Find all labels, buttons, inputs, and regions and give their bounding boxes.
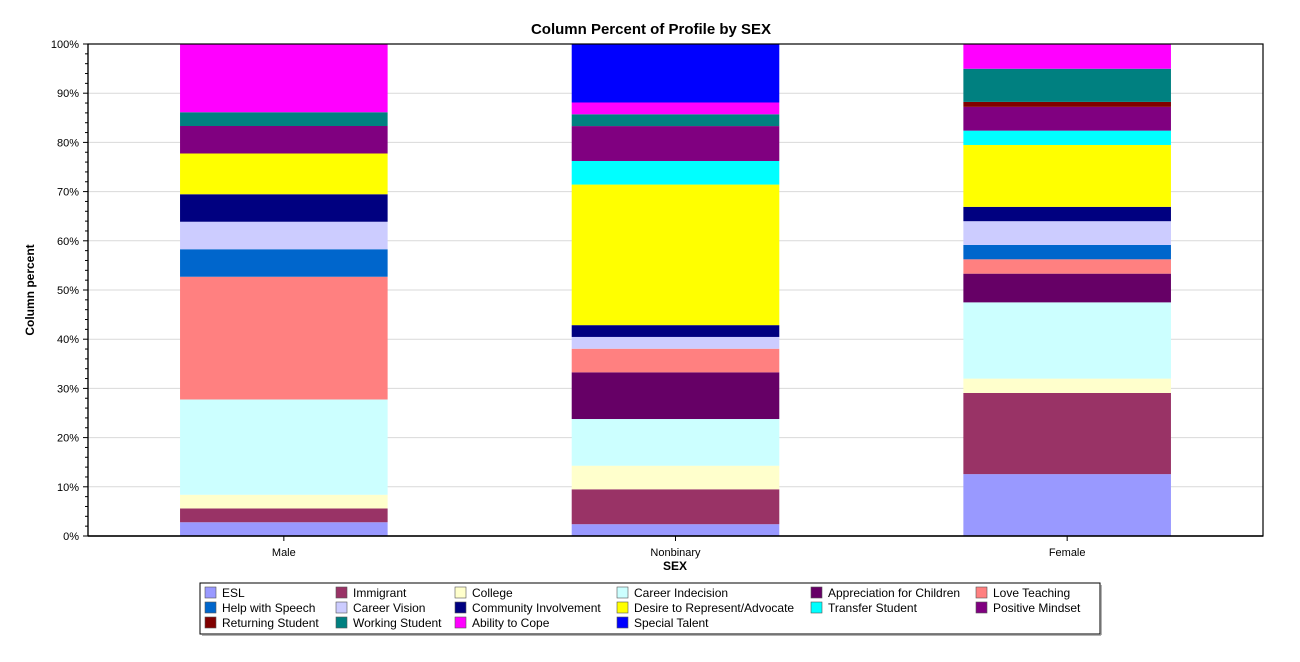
bar-segment [571, 348, 780, 373]
legend: ESL Immigrant College Career Indecision Appr… [199, 582, 1102, 636]
bar-segment [180, 221, 388, 250]
bar-segment [180, 494, 388, 509]
legend-label: Returning Student [222, 616, 319, 630]
legend-swatch [810, 601, 823, 614]
bar-segment [180, 522, 388, 536]
bar-segment [963, 244, 1171, 260]
bar-segment [180, 508, 388, 523]
bar-segment [180, 276, 388, 400]
bar-segment [963, 474, 1171, 536]
bar-segment [571, 325, 780, 337]
legend-swatch [454, 616, 467, 629]
bar-segment [571, 126, 780, 161]
bar-segment [180, 44, 388, 113]
legend-swatch [616, 586, 629, 599]
bar-segment [180, 194, 388, 222]
legend-label: Community Involvement [472, 601, 601, 615]
legend-label: Appreciation for Children [828, 586, 960, 600]
y-tick-label: 40% [57, 334, 79, 346]
bar-segment [571, 372, 780, 420]
bar-segment [180, 399, 388, 495]
y-tick-label: 80% [57, 137, 79, 149]
bar-segment [571, 336, 780, 349]
legend-swatch [975, 586, 988, 599]
legend-swatch [454, 601, 467, 614]
x-tick-label: Nonbinary [650, 547, 701, 559]
bar-segment [963, 144, 1171, 207]
y-tick-label: 70% [57, 187, 79, 199]
legend-label: Career Indecision [634, 586, 728, 600]
legend-swatch [204, 616, 217, 629]
legend-label: Transfer Student [828, 601, 918, 615]
y-tick-label: 0% [63, 531, 79, 543]
legend-label: Positive Mindset [993, 601, 1081, 615]
y-tick-label: 100% [51, 39, 79, 51]
bar-segment [963, 68, 1171, 102]
legend-swatch [975, 601, 988, 614]
legend-swatch [335, 616, 348, 629]
y-tick-label: 10% [57, 482, 79, 494]
bar-segment [571, 102, 780, 115]
bar-segment [571, 184, 780, 326]
y-tick-label: 50% [57, 285, 79, 297]
y-tick-label: 30% [57, 383, 79, 395]
bar-segment [963, 130, 1171, 145]
y-axis-title: Column percent [23, 244, 37, 335]
chart-title: Column Percent of Profile by SEX [531, 21, 771, 38]
legend-label: College [472, 586, 513, 600]
bar-segment [963, 206, 1171, 222]
y-tick-label: 90% [57, 88, 79, 100]
legend-swatch [335, 586, 348, 599]
legend-label: Help with Speech [222, 601, 315, 615]
y-tick-label: 20% [57, 433, 79, 445]
x-axis: Male Nonbinary Female [88, 535, 1263, 559]
x-tick-label: Male [272, 547, 296, 559]
bars [180, 44, 1171, 536]
bar-segment [180, 249, 388, 277]
bar-segment [571, 489, 780, 525]
legend-swatch [335, 601, 348, 614]
bar-segment [180, 153, 388, 195]
legend-label: Career Vision [353, 601, 425, 615]
bar-segment [963, 101, 1171, 107]
x-axis-title: SEX [663, 559, 687, 573]
legend-swatch [616, 616, 629, 629]
bar-segment [963, 302, 1171, 379]
legend-swatch [810, 586, 823, 599]
x-tick-label: Female [1049, 547, 1086, 559]
y-axis: 0% 10% 20% 30% 40% 50% 60% 70% 80% 90% 100% [51, 39, 89, 543]
bar-segment [571, 524, 780, 536]
legend-swatch [454, 586, 467, 599]
legend-label: Desire to Represent/Advocate [634, 601, 794, 615]
bar-segment [963, 44, 1171, 69]
bar-segment [963, 378, 1171, 393]
bar-segment [180, 126, 388, 154]
bar-segment [963, 392, 1171, 475]
bar-segment [180, 112, 388, 126]
bar-segment [963, 106, 1171, 131]
bar-segment [571, 419, 780, 466]
legend-swatch [616, 601, 629, 614]
legend-label: Special Talent [634, 616, 709, 630]
legend-frame [199, 582, 1101, 635]
legend-label: ESL [222, 586, 245, 600]
bar-segment [963, 273, 1171, 303]
bar-segment [963, 221, 1171, 245]
legend-swatch [204, 586, 217, 599]
bar-segment [571, 160, 780, 185]
bar-segment [571, 114, 780, 127]
y-tick-label: 60% [57, 236, 79, 248]
legend-label: Working Student [353, 616, 442, 630]
bar-segment [963, 259, 1171, 274]
bar-segment [571, 465, 780, 490]
bar-segment [571, 44, 780, 103]
legend-label: Love Teaching [993, 586, 1070, 600]
legend-label: Ability to Cope [472, 616, 550, 630]
legend-swatch [204, 601, 217, 614]
legend-label: Immigrant [353, 586, 407, 600]
